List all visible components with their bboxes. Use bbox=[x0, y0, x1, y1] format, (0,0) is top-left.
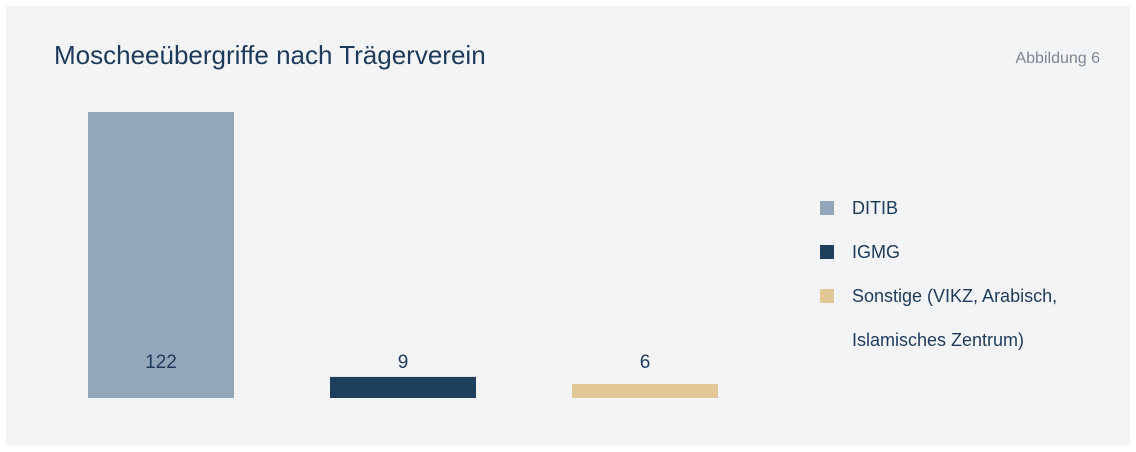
bar bbox=[330, 376, 476, 398]
legend-label: IGMG bbox=[852, 242, 900, 262]
value-label: 6 bbox=[640, 352, 651, 373]
legend: DITIB IGMG Sonstige (VIKZ, Arabisch, Islam… bbox=[820, 186, 1100, 362]
bar bbox=[572, 383, 718, 398]
legend-item: IGMG bbox=[820, 230, 1100, 274]
legend-label: DITIB bbox=[852, 198, 899, 218]
chart-subtitle: Abbildung 6 bbox=[1015, 50, 1100, 67]
bar bbox=[88, 112, 234, 398]
legend-label: Sonstige (VIKZ, Arabisch, Islamisches Ze… bbox=[852, 286, 1058, 350]
legend-swatch bbox=[820, 201, 834, 215]
chart-card: Moscheeübergriffe nach Trägerverein Abbi… bbox=[6, 6, 1130, 446]
value-label: 122 bbox=[145, 352, 177, 373]
chart-title: Moscheeübergriffe nach Trägerverein bbox=[54, 40, 486, 70]
legend-item: DITIB bbox=[820, 186, 1100, 230]
plot: 122 9 6 bbox=[88, 112, 718, 398]
legend-item: Sonstige (VIKZ, Arabisch, Islamisches Ze… bbox=[820, 274, 1100, 362]
value-label: 9 bbox=[398, 352, 409, 373]
legend-swatch bbox=[820, 245, 834, 259]
legend-swatch bbox=[820, 289, 834, 303]
